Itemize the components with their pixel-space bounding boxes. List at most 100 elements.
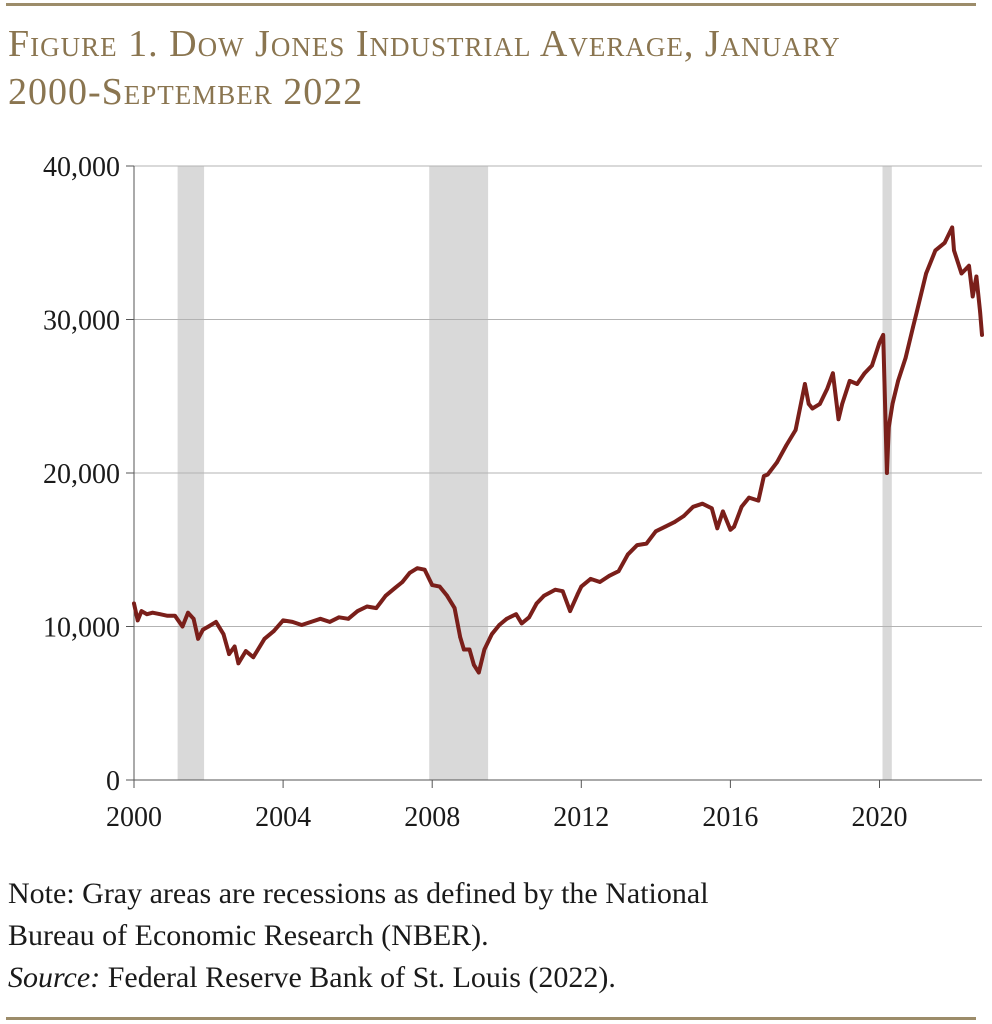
- djia-point: [393, 586, 397, 590]
- y-tick-label-30,000: 30,000: [43, 306, 120, 337]
- figure-notes: Note: Gray areas are recessions as defin…: [8, 873, 978, 999]
- djia-point: [490, 632, 494, 636]
- djia-point: [756, 498, 761, 503]
- djia-line: [132, 225, 984, 675]
- djia-point: [762, 474, 766, 478]
- djia-point: [482, 647, 487, 652]
- djia-point: [775, 460, 779, 465]
- title-line-1: Figure 1. Dow Jones Industrial Average, …: [8, 23, 841, 65]
- djia-point: [408, 570, 412, 575]
- djia-point: [430, 583, 434, 587]
- djia-point: [974, 274, 979, 279]
- djia-point: [196, 636, 200, 641]
- djia-point: [803, 382, 807, 386]
- djia-point: [497, 623, 502, 627]
- x-tick-label-2020: 2020: [851, 802, 907, 833]
- djia-point: [831, 371, 835, 376]
- djia-point: [214, 620, 218, 624]
- djia-point: [978, 310, 982, 314]
- djia-point: [467, 647, 472, 652]
- djia-point: [271, 629, 276, 633]
- title-line-2: 2000-September 2022: [8, 71, 364, 113]
- djia-point: [700, 501, 705, 506]
- djia-point: [158, 612, 162, 617]
- djia-point: [810, 406, 815, 411]
- djia-point: [715, 526, 720, 531]
- djia-point: [542, 594, 546, 598]
- y-tick-label-40,000: 40,000: [43, 152, 120, 183]
- djia-point: [445, 594, 449, 598]
- djia-point: [534, 601, 539, 606]
- djia-point: [186, 610, 190, 615]
- y-tick-label-20,000: 20,000: [43, 459, 120, 490]
- dow-jones-chart: 0 10,000 20,000 30,000 40,000 2000 2004 2008 201…: [43, 152, 984, 833]
- x-tick-label-2016: 2016: [702, 802, 758, 833]
- djia-point: [933, 248, 938, 253]
- djia-point: [232, 644, 237, 649]
- djia-point: [877, 340, 882, 345]
- djia-point: [654, 529, 658, 534]
- djia-point: [942, 240, 947, 245]
- djia-point: [437, 584, 442, 589]
- source-line: Source: Federal Reserve Bank of St. Loui…: [8, 957, 978, 999]
- djia-point: [663, 524, 667, 529]
- djia-point: [346, 617, 351, 621]
- djia-point: [881, 333, 886, 337]
- djia-point: [299, 623, 304, 627]
- x-tick-label-2008: 2008: [404, 802, 460, 833]
- djia-point: [959, 271, 964, 276]
- gridlines: [134, 165, 982, 627]
- djia-point: [840, 402, 845, 406]
- djia-point: [825, 386, 830, 391]
- djia-point: [365, 604, 369, 609]
- djia-point: [383, 594, 388, 598]
- note-line-2: Bureau of Economic Research (NBER).: [8, 919, 489, 952]
- djia-point: [691, 504, 695, 509]
- djia-point: [924, 271, 928, 276]
- djia-point: [914, 310, 919, 314]
- djia-point: [980, 333, 984, 337]
- djia-point: [150, 610, 155, 615]
- djia-point: [165, 613, 170, 618]
- djia-point: [139, 609, 144, 613]
- djia-point: [251, 655, 256, 659]
- djia-point: [327, 620, 332, 624]
- djia-point: [903, 356, 908, 360]
- djia-point: [672, 520, 677, 524]
- djia-point: [644, 541, 649, 546]
- djia-point: [476, 670, 481, 675]
- djia-point: [290, 620, 295, 624]
- djia-point: [281, 618, 285, 623]
- djia-point: [553, 587, 558, 592]
- djia-point: [135, 618, 140, 623]
- djia-point: [732, 524, 736, 529]
- djia-point: [588, 577, 593, 581]
- djia-point: [309, 620, 313, 624]
- djia-point: [793, 428, 798, 432]
- axes: [126, 165, 982, 788]
- djia-point: [579, 584, 584, 589]
- djia-point: [355, 609, 360, 613]
- bottom-rule: [6, 1017, 976, 1020]
- djia-point: [870, 363, 874, 368]
- djia-point: [462, 647, 466, 652]
- djia-point: [862, 371, 867, 376]
- djia-point: [236, 661, 241, 666]
- tick-labels: 0 10,000 20,000 30,000 40,000 2000 2004 2008 201…: [43, 152, 907, 833]
- djia-point: [472, 663, 476, 667]
- djia-point: [415, 566, 420, 570]
- djia-point: [950, 225, 954, 230]
- djia-point: [221, 632, 226, 636]
- djia-point: [739, 504, 744, 509]
- djia-point: [514, 612, 518, 617]
- djia-point: [626, 552, 630, 557]
- djia-point: [885, 471, 889, 475]
- djia-point: [806, 402, 811, 406]
- djia-point: [896, 379, 900, 383]
- djia-point: [967, 263, 971, 268]
- djia-point: [607, 574, 612, 578]
- djia-point: [180, 624, 185, 629]
- djia-point: [635, 543, 640, 547]
- djia-point: [709, 506, 714, 511]
- djia-point: [682, 514, 686, 518]
